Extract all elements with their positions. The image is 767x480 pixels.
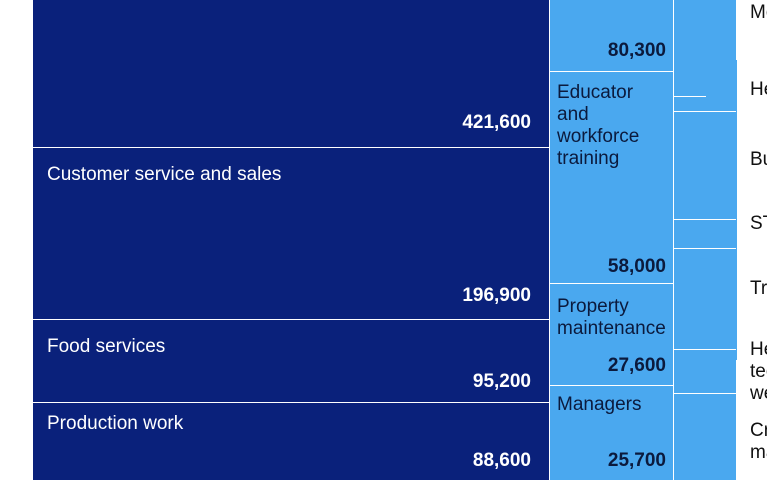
cell-value: 27,600 [607,355,666,376]
cell-label: Customer service and sales [47,164,282,185]
cell-value: 88,600 [472,450,531,471]
cell-value: 95,200 [472,371,531,392]
cell-label: Educator and workforce training [557,82,640,169]
leader-line [736,60,737,360]
cell-label: Production work [47,413,184,434]
cell-divider [674,219,736,220]
cell-value: 58,000 [607,256,666,277]
side-label-4: ST [750,213,767,234]
leader-line [706,96,736,97]
side-label-3: Bu [750,149,767,170]
treemap-cell-customer-service: Customer service and sales 196,900 [33,148,549,319]
cell-value: 80,300 [607,40,666,61]
treemap-cell-educator-training: Educator and workforce training 58,000 [550,72,673,283]
cell-label: Property maintenance [557,296,666,339]
cell-value: 196,900 [462,285,531,306]
treemap-cell-top-light: 80,300 [550,0,673,71]
side-label-2: He [750,79,767,100]
cell-divider [674,96,736,97]
cell-divider [674,248,736,249]
cell-value: 421,600 [462,112,531,133]
treemap-cell-food-services: Food services 95,200 [33,320,549,402]
cell-value: 25,700 [607,450,666,471]
treemap-cell-property-maintenance: Property maintenance 27,600 [550,284,673,385]
cell-divider [674,393,736,394]
cell-label: Managers [557,394,642,415]
side-label-5: Tra [750,278,767,299]
treemap-cell-managers: Managers 25,700 [550,386,673,480]
cell-divider [674,349,736,350]
treemap-cell-top-dark: 421,600 [33,0,549,147]
treemap-small-column [674,0,736,480]
cell-divider [674,111,736,112]
side-label-1: Mo an [750,2,767,23]
treemap-cell-production-work: Production work 88,600 [33,403,549,480]
cell-label: Food services [47,336,166,357]
side-label-6: He tec we [750,339,767,404]
side-label-7: Cr ma [750,420,767,463]
